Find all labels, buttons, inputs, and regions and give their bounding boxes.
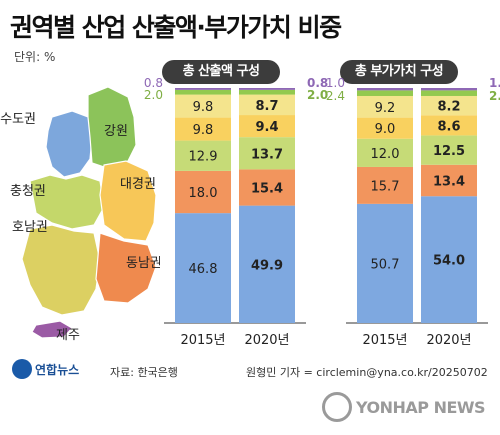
bar-segment bbox=[175, 213, 231, 323]
bar-value-label: 50.7 bbox=[371, 257, 400, 272]
map-region-label: 충청권 bbox=[10, 184, 46, 199]
bar-segment bbox=[421, 196, 477, 323]
map-region-6 bbox=[31, 320, 73, 339]
watermark-logo-icon bbox=[322, 392, 352, 422]
bar-value-label: 15.7 bbox=[371, 179, 400, 194]
yonhap-logo-text: 연합뉴스 bbox=[35, 362, 80, 377]
bar-segment bbox=[239, 137, 295, 170]
bar-value-label: 1.0 bbox=[489, 76, 500, 90]
bar-value-label: 12.5 bbox=[433, 144, 465, 159]
bar-value-label: 2.4 bbox=[326, 89, 345, 103]
bar-value-label: 9.8 bbox=[193, 100, 214, 115]
map-region-label: 수도권 bbox=[0, 112, 36, 127]
bar-value-label: 18.0 bbox=[189, 186, 218, 201]
bar-segment bbox=[239, 115, 295, 138]
map-region-5 bbox=[95, 232, 157, 304]
source-credit: 자료: 한국은행 bbox=[110, 366, 178, 379]
bar-segment bbox=[175, 170, 231, 214]
category-label: 2015년 bbox=[180, 333, 225, 348]
bar-value-label: 1.0 bbox=[326, 76, 345, 90]
bar-segment bbox=[421, 95, 477, 116]
bar-segment bbox=[421, 164, 477, 197]
bar-segment bbox=[239, 88, 295, 90]
bar-value-label: 49.9 bbox=[251, 258, 283, 273]
bar-value-label: 2.0 bbox=[307, 88, 328, 102]
bar-segment bbox=[421, 90, 477, 96]
bar-value-label: 8.7 bbox=[255, 99, 278, 114]
map-region-label: 대경권 bbox=[120, 177, 156, 192]
bar-value-label: 9.8 bbox=[193, 123, 214, 138]
bar-value-label: 9.4 bbox=[255, 120, 278, 135]
category-label: 2020년 bbox=[244, 333, 289, 348]
stacked-bar-charts: 46.818.012.99.89.82.00.82015년49.915.413.… bbox=[144, 76, 500, 348]
map-region-label: 호남권 bbox=[12, 220, 48, 235]
bar-value-label: 9.0 bbox=[375, 122, 396, 137]
map-region-1 bbox=[87, 86, 137, 170]
category-label: 2020년 bbox=[426, 333, 471, 348]
bar-value-label: 0.8 bbox=[144, 76, 163, 90]
bar-segment bbox=[357, 88, 413, 91]
bar-segment bbox=[175, 89, 231, 95]
bar-value-label: 13.7 bbox=[251, 147, 283, 162]
bar-segment bbox=[357, 117, 413, 139]
bar-segment bbox=[239, 89, 295, 95]
bar-segment bbox=[175, 140, 231, 171]
bar-segment bbox=[239, 205, 295, 323]
panel-header-output: 총 산출액 구성 bbox=[162, 60, 280, 84]
bar-value-label: 15.4 bbox=[251, 182, 283, 197]
author-credit: 원형민 기자 = circlemin@yna.co.kr/20250702 bbox=[246, 366, 488, 379]
bar-segment bbox=[175, 94, 231, 118]
watermark-text: YONHAP NEWS bbox=[356, 397, 486, 417]
yonhap-logo: 연합뉴스 bbox=[12, 359, 79, 379]
category-label: 2015년 bbox=[362, 333, 407, 348]
chart-panel-0: 46.818.012.99.89.82.00.82015년49.915.413.… bbox=[144, 76, 328, 348]
bar-segment bbox=[175, 88, 231, 90]
bar-segment bbox=[357, 203, 413, 323]
bar-segment bbox=[421, 115, 477, 136]
bar-value-label: 2.4 bbox=[489, 89, 500, 103]
bar-value-label: 2.0 bbox=[144, 88, 163, 102]
bar-value-label: 12.0 bbox=[371, 147, 400, 162]
watermark: YONHAP NEWS bbox=[322, 392, 486, 422]
bar-segment bbox=[357, 95, 413, 118]
chart-panel-1: 50.715.712.09.09.22.41.02015년54.013.412.… bbox=[326, 76, 500, 348]
map-region-3 bbox=[99, 160, 157, 242]
bar-segment bbox=[357, 90, 413, 96]
bar-value-label: 13.4 bbox=[433, 174, 465, 189]
bar-segment bbox=[357, 138, 413, 167]
panel-header-value-added: 총 부가가치 구성 bbox=[340, 60, 458, 84]
bar-value-label: 0.8 bbox=[307, 76, 328, 90]
map-region-4 bbox=[21, 224, 101, 316]
bar-value-label: 12.9 bbox=[189, 150, 218, 165]
bar-segment bbox=[239, 94, 295, 116]
bar-segment bbox=[175, 117, 231, 141]
bar-segment bbox=[421, 135, 477, 165]
bar-segment bbox=[421, 88, 477, 91]
bar-segment bbox=[357, 166, 413, 204]
page-title: 권역별 산업 산출액·부가가치 비중 bbox=[10, 13, 342, 42]
unit-label: 단위: % bbox=[14, 50, 56, 64]
bar-value-label: 54.0 bbox=[433, 254, 465, 269]
map-region-label: 동남권 bbox=[126, 256, 160, 271]
bar-value-label: 46.8 bbox=[189, 262, 218, 277]
bar-value-label: 8.6 bbox=[437, 119, 460, 134]
map-region-label: 제주 bbox=[56, 328, 80, 343]
map-region-0 bbox=[45, 110, 93, 178]
bar-segment bbox=[239, 169, 295, 206]
yonhap-logo-icon bbox=[12, 359, 32, 379]
bar-value-label: 9.2 bbox=[375, 101, 396, 116]
bar-value-label: 8.2 bbox=[437, 100, 460, 115]
map-region-label: 강원 bbox=[104, 124, 128, 139]
